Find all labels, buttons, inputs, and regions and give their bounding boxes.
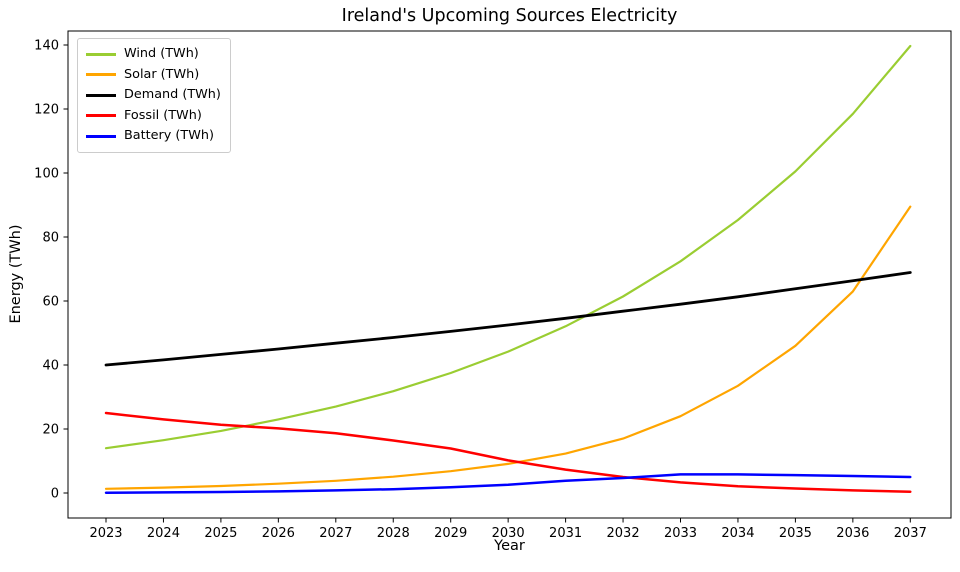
- y-tick-label: 80: [42, 231, 59, 246]
- x-tick-label: 2027: [319, 526, 352, 541]
- legend-item-battery: Battery (TWh): [86, 126, 221, 147]
- x-tick-label: 2036: [836, 526, 869, 541]
- y-tick-label: 140: [34, 39, 59, 54]
- legend-item-solar: Solar (TWh): [86, 65, 221, 86]
- y-tick-label: 40: [42, 359, 59, 374]
- demand-series-line: [104, 271, 912, 367]
- y-tick-label: 120: [34, 103, 59, 118]
- legend-item-wind: Wind (TWh): [86, 44, 221, 65]
- x-tick-label: 2028: [377, 526, 410, 541]
- legend-line-swatch: [86, 114, 116, 118]
- legend-label: Battery (TWh): [124, 128, 214, 143]
- x-tick-label: 2026: [262, 526, 295, 541]
- legend-line-swatch: [86, 134, 116, 138]
- x-tick-label: 2034: [721, 526, 754, 541]
- y-tick-label: 0: [51, 487, 59, 502]
- chart-title: Ireland's Upcoming Sources Electricity: [341, 6, 678, 26]
- x-tick-label: 2030: [492, 526, 525, 541]
- legend-line-swatch: [86, 93, 116, 97]
- legend-line-swatch: [86, 52, 116, 56]
- battery-series-line: [104, 473, 912, 494]
- y-tick-label: 100: [34, 167, 59, 182]
- x-axis-label: Year: [494, 538, 525, 554]
- x-tick-label: 2031: [549, 526, 582, 541]
- x-tick-label: 2023: [89, 526, 122, 541]
- axes-spines: [67, 30, 952, 519]
- x-tick-label: 2037: [894, 526, 927, 541]
- legend-label: Solar (TWh): [124, 66, 200, 82]
- x-tick-label: 2025: [204, 526, 237, 541]
- fossil-series-line: [104, 411, 912, 493]
- x-tick-label: 2032: [607, 526, 640, 541]
- legend-label: Demand (TWh): [124, 87, 221, 102]
- y-tick-label: 20: [42, 423, 59, 438]
- x-tick-label: 2024: [147, 526, 180, 541]
- x-tick-label: 2035: [779, 526, 812, 541]
- legend-label: Fossil (TWh): [124, 107, 202, 123]
- legend-item-fossil: Fossil (TWh): [86, 106, 221, 127]
- legend-label: Wind (TWh): [124, 46, 199, 61]
- x-tick-label: 2033: [664, 526, 697, 541]
- x-tick-label: 2029: [434, 526, 467, 541]
- legend: Wind (TWh) Solar (TWh) Demand (TWh) Fossil …: [77, 38, 231, 153]
- legend-line-swatch: [86, 73, 116, 77]
- solar-series-line: [104, 205, 912, 490]
- legend-item-demand: Demand (TWh): [86, 85, 221, 106]
- y-tick-label: 60: [42, 295, 59, 310]
